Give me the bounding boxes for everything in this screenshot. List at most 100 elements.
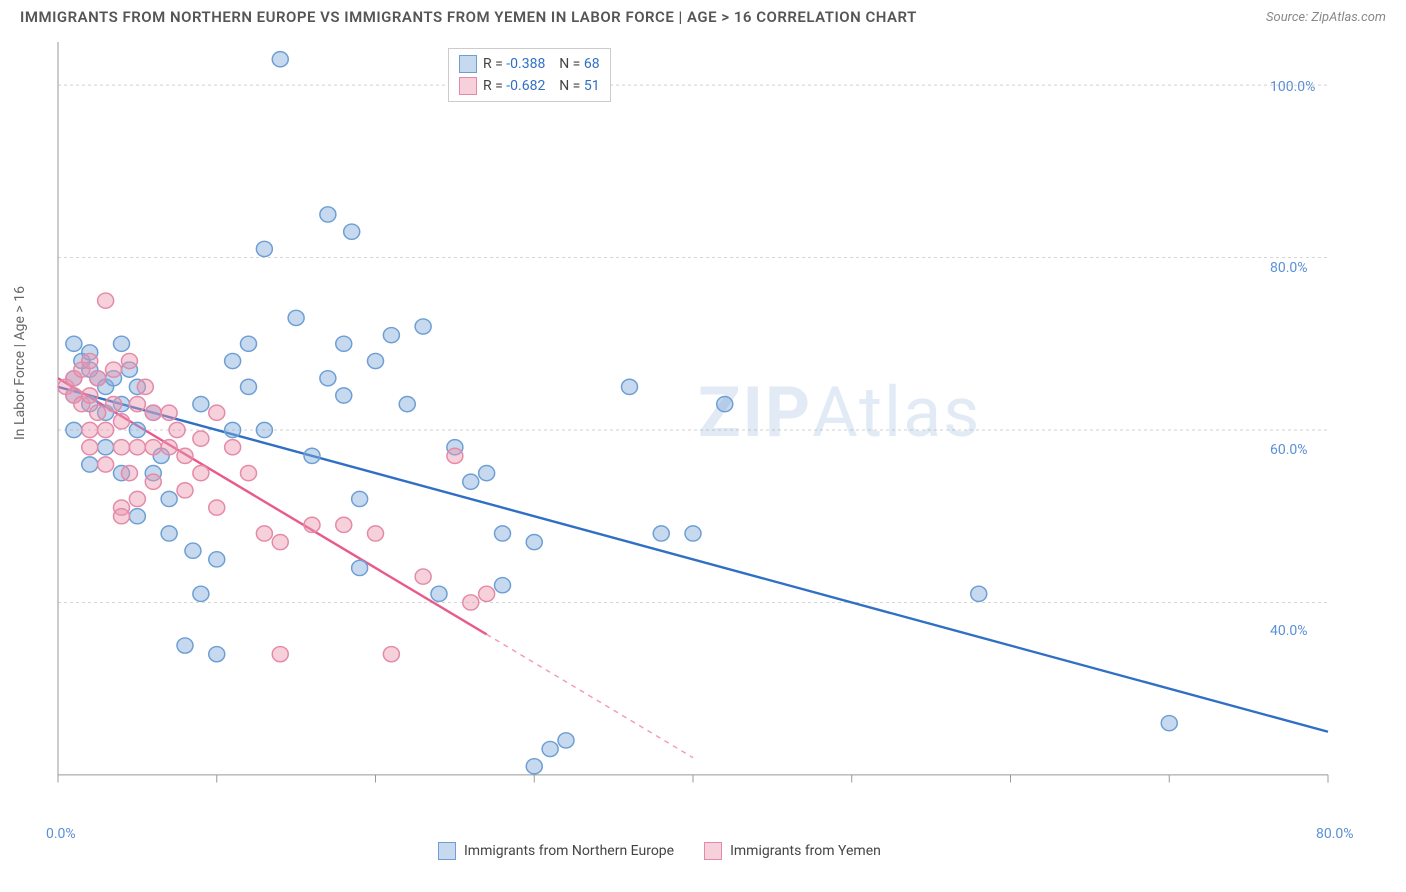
- legend-series-item: Immigrants from Northern Europe: [438, 842, 674, 860]
- legend-correlation: R = -0.388 N = 68 R = -0.682 N = 51: [448, 48, 611, 102]
- data-point: [161, 440, 177, 455]
- data-point: [717, 397, 733, 412]
- chart-title: IMMIGRANTS FROM NORTHERN EUROPE VS IMMIG…: [20, 8, 917, 26]
- data-point: [98, 293, 114, 308]
- data-point: [129, 397, 145, 412]
- data-point: [225, 440, 241, 455]
- data-point: [82, 388, 98, 403]
- scatter-plot: [48, 42, 1378, 832]
- data-point: [336, 388, 352, 403]
- data-point: [463, 474, 479, 489]
- legend-swatch: [459, 55, 477, 73]
- data-point: [129, 491, 145, 506]
- data-point: [209, 552, 225, 567]
- data-point: [479, 465, 495, 480]
- data-point: [304, 517, 320, 532]
- data-point: [193, 586, 209, 601]
- y-tick-label: 80.0%: [1270, 260, 1308, 276]
- data-point: [114, 336, 130, 351]
- data-point: [177, 483, 193, 498]
- data-point: [495, 578, 511, 593]
- data-point: [225, 422, 241, 437]
- data-point: [129, 422, 145, 437]
- data-point: [145, 474, 161, 489]
- y-tick-label: 60.0%: [1270, 442, 1308, 458]
- data-point: [121, 353, 137, 368]
- data-point: [82, 422, 98, 437]
- data-point: [185, 543, 201, 558]
- data-point: [383, 328, 399, 343]
- trend-line: [58, 387, 1328, 732]
- data-point: [256, 241, 272, 256]
- data-point: [447, 448, 463, 463]
- data-point: [1161, 716, 1177, 731]
- data-point: [209, 405, 225, 420]
- data-point: [368, 526, 384, 541]
- data-point: [479, 586, 495, 601]
- legend-series-item: Immigrants from Yemen: [704, 842, 881, 860]
- data-point: [344, 224, 360, 239]
- data-point: [209, 647, 225, 662]
- data-point: [241, 465, 257, 480]
- data-point: [383, 647, 399, 662]
- data-point: [161, 526, 177, 541]
- data-point: [431, 586, 447, 601]
- data-point: [161, 405, 177, 420]
- data-point: [463, 595, 479, 610]
- trend-line-extrapolated: [487, 634, 693, 757]
- legend-stats: R = -0.682 N = 51: [483, 78, 600, 94]
- data-point: [106, 362, 122, 377]
- x-tick-label: 0.0%: [46, 826, 76, 842]
- data-point: [622, 379, 638, 394]
- data-point: [320, 371, 336, 386]
- x-tick-label: 80.0%: [1316, 826, 1354, 842]
- data-point: [495, 526, 511, 541]
- data-point: [241, 379, 257, 394]
- data-point: [256, 422, 272, 437]
- data-point: [114, 509, 130, 524]
- data-point: [121, 465, 137, 480]
- data-point: [971, 586, 987, 601]
- data-point: [558, 733, 574, 748]
- data-point: [256, 526, 272, 541]
- legend-swatch: [438, 842, 456, 860]
- data-point: [526, 534, 542, 549]
- legend-correlation-row: R = -0.682 N = 51: [459, 75, 600, 97]
- data-point: [272, 534, 288, 549]
- data-point: [399, 397, 415, 412]
- data-point: [145, 440, 161, 455]
- data-point: [82, 457, 98, 472]
- data-point: [225, 353, 241, 368]
- y-axis-label: In Labor Force | Age > 16: [12, 286, 28, 440]
- data-point: [82, 440, 98, 455]
- legend-swatch: [704, 842, 722, 860]
- data-point: [193, 431, 209, 446]
- data-point: [193, 465, 209, 480]
- data-point: [304, 448, 320, 463]
- data-point: [685, 526, 701, 541]
- data-point: [209, 500, 225, 515]
- data-point: [193, 397, 209, 412]
- data-point: [177, 638, 193, 653]
- data-point: [336, 517, 352, 532]
- y-tick-label: 100.0%: [1270, 79, 1315, 95]
- data-point: [161, 491, 177, 506]
- data-point: [336, 336, 352, 351]
- data-point: [106, 397, 122, 412]
- data-point: [272, 52, 288, 67]
- legend-correlation-row: R = -0.388 N = 68: [459, 53, 600, 75]
- data-point: [82, 353, 98, 368]
- data-point: [129, 440, 145, 455]
- data-point: [98, 440, 114, 455]
- legend-series-label: Immigrants from Northern Europe: [464, 843, 674, 859]
- legend-series-label: Immigrants from Yemen: [730, 843, 881, 859]
- data-point: [90, 405, 106, 420]
- data-point: [368, 353, 384, 368]
- data-point: [272, 647, 288, 662]
- data-point: [114, 414, 130, 429]
- data-point: [66, 336, 82, 351]
- data-point: [653, 526, 669, 541]
- legend-swatch: [459, 77, 477, 95]
- data-point: [352, 560, 368, 575]
- data-point: [288, 310, 304, 325]
